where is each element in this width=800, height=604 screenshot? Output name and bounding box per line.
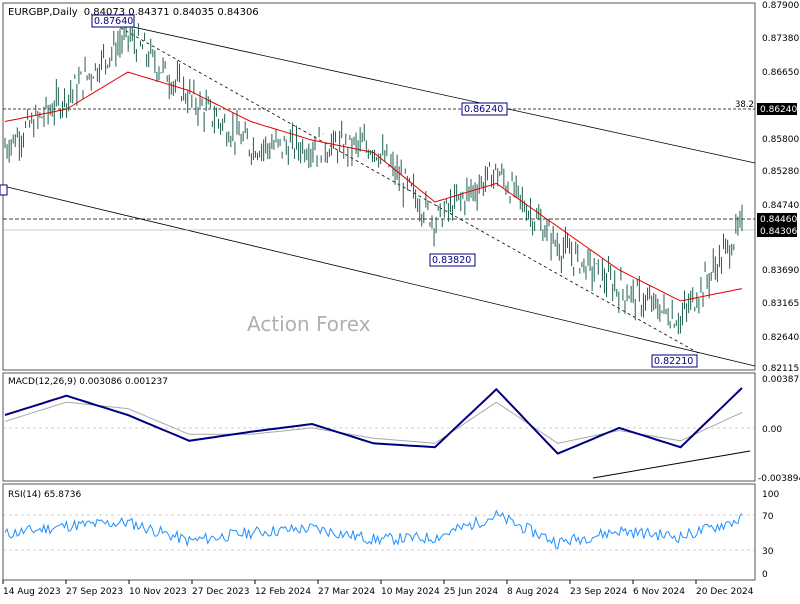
price-axis-highlight-84460: 0.84460 (757, 213, 797, 225)
svg-text:100: 100 (762, 490, 779, 500)
svg-text:0.87900: 0.87900 (762, 1, 799, 11)
price-axis: 0.87900 0.87380 0.86650 0.85800 0.85280 … (762, 1, 799, 374)
macd-signal-line (4, 401, 743, 444)
svg-text:0.86650: 0.86650 (762, 68, 799, 78)
svg-text:0.84306: 0.84306 (760, 227, 797, 237)
date-tick-label: 6 Nov 2024 (633, 587, 685, 597)
trend-dashed-line (109, 21, 701, 355)
svg-text:0.83165: 0.83165 (762, 299, 799, 309)
date-tick-label: 10 Nov 2023 (129, 587, 187, 597)
svg-text:70: 70 (762, 512, 774, 522)
date-tick-label: 27 Sep 2023 (66, 587, 123, 597)
label-left-edge (0, 184, 8, 196)
date-tick-label: 23 Sep 2024 (570, 587, 627, 597)
svg-text:0: 0 (762, 570, 768, 580)
date-tick-label: 14 Aug 2023 (3, 587, 61, 597)
rsi-line (4, 509, 743, 550)
svg-text:0.84740: 0.84740 (762, 201, 799, 211)
date-tick-label: 20 Dec 2024 (696, 587, 754, 597)
date-tick-label: 25 Jun 2024 (444, 587, 498, 597)
label-low-82210: 0.82210 (651, 354, 698, 368)
price-axis-current-84306: 0.84306 (757, 225, 797, 237)
svg-text:0.00: 0.00 (762, 425, 782, 435)
date-tick-label: 8 Aug 2024 (507, 587, 559, 597)
svg-text:0.87380: 0.87380 (762, 34, 799, 44)
rsi-title: RSI(14) 65.8736 (8, 490, 81, 500)
label-low-83820: 0.83820 (429, 253, 476, 267)
price-axis-highlight-86240: 0.86240 (757, 103, 797, 115)
svg-text:0.83690: 0.83690 (762, 266, 799, 276)
svg-text:0.82210: 0.82210 (654, 356, 693, 367)
channel-lower-line (2, 185, 756, 367)
svg-text:0.86240: 0.86240 (760, 105, 797, 115)
date-tick-label: 10 May 2024 (381, 587, 440, 597)
rsi-panel-frame (2, 483, 756, 581)
macd-axis: 0.003878 0.00 -0.003894 (758, 375, 800, 484)
svg-text:0.85280: 0.85280 (762, 167, 799, 177)
svg-text:0.003878: 0.003878 (762, 375, 800, 385)
date-axis: 14 Aug 2023 27 Sep 2023 10 Nov 2023 27 Dec … (2, 580, 754, 597)
symbol-timeframe-label: EURGBP,Daily 0.84073 0.84371 0.84035 0.84… (8, 7, 259, 18)
date-tick-label: 27 Mar 2024 (318, 587, 375, 597)
svg-text:0.85800: 0.85800 (762, 135, 799, 145)
watermark: Action Forex (247, 312, 371, 336)
ema-line (4, 71, 743, 302)
svg-text:0.86240: 0.86240 (464, 104, 503, 115)
svg-text:0.84460: 0.84460 (760, 215, 797, 225)
macd-panel-frame (2, 372, 756, 482)
rsi-axis: 100 70 30 0 (762, 490, 779, 580)
date-tick-label: 27 Dec 2023 (192, 587, 250, 597)
date-tick-label: 12 Feb 2024 (255, 587, 311, 597)
price-bars (4, 14, 743, 335)
label-high-87640: 0.87640 (91, 14, 135, 28)
svg-text:-0.003894: -0.003894 (758, 474, 800, 484)
label-86240: 0.86240 (461, 102, 508, 116)
svg-text:30: 30 (762, 547, 774, 557)
svg-text:0.83820: 0.83820 (432, 255, 471, 266)
macd-trendline (592, 450, 751, 479)
svg-text:0.87640: 0.87640 (94, 16, 133, 27)
svg-text:0.82640: 0.82640 (762, 333, 799, 343)
channel-upper-line (109, 21, 756, 164)
macd-title: MACD(12,26,9) 0.003086 0.001237 (8, 377, 168, 387)
fib-382-label: 38.2 (735, 100, 754, 110)
macd-main-line (4, 387, 743, 455)
svg-text:0.82115: 0.82115 (762, 364, 799, 374)
